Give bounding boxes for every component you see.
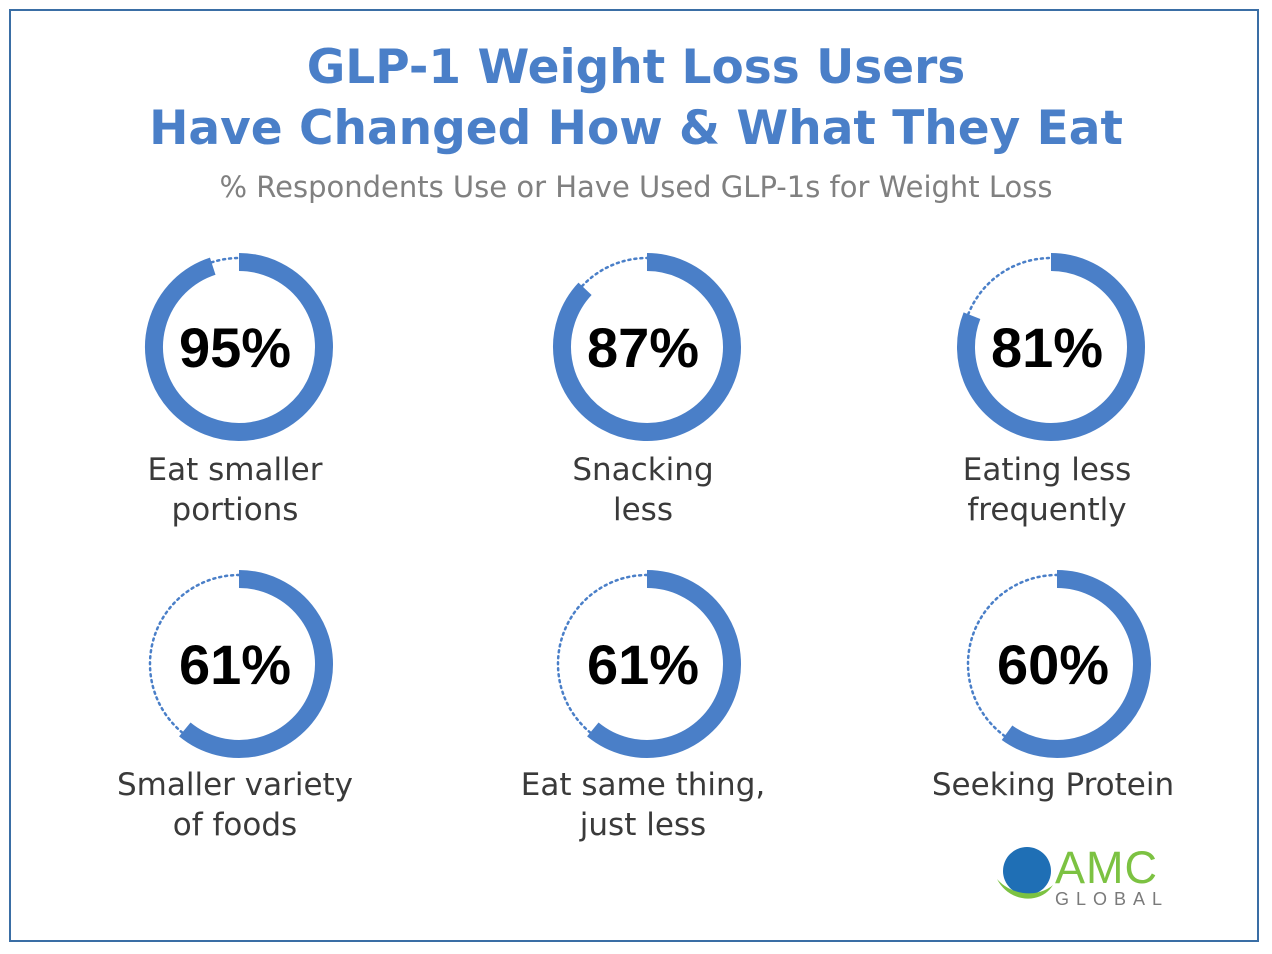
donut-category-label: Snacking [572, 452, 713, 488]
donut-remainder-dotted [967, 256, 1053, 316]
donut-value-label: 61% [587, 633, 699, 696]
donut-remainder-dotted [580, 256, 649, 288]
donut-remainder-dotted [966, 573, 1059, 738]
donut-value-arc [1001, 570, 1151, 758]
donut-category-label: less [613, 492, 673, 528]
subtitle: % Respondents Use or Have Used GLP-1s fo… [219, 170, 1053, 204]
donut-remainder-dotted [148, 573, 241, 734]
donut-category-label: portions [172, 492, 299, 528]
donut-category-label: of foods [173, 807, 297, 843]
globe-swoosh-icon [997, 847, 1053, 899]
donut-value-arc [179, 570, 333, 758]
donut-value-label: 95% [179, 316, 291, 379]
donut-2: 87% Snacking less [553, 253, 741, 528]
amc-global-logo: AMC GLOBAL [995, 845, 1185, 915]
logo-tagline: GLOBAL [1055, 889, 1170, 909]
border-frame [9, 9, 1259, 942]
donut-value-arc [957, 253, 1145, 441]
donut-value-label: 87% [587, 316, 699, 379]
donut-category-label: Seeking Protein [932, 767, 1174, 803]
donut-4: 61% Smaller variety of foods [117, 570, 353, 843]
logo-brand: AMC [1055, 842, 1158, 893]
donut-category-label: Eat smaller [148, 452, 323, 488]
donut-category-label: Eating less [963, 452, 1132, 488]
donut-1: 95% Eat smaller portions [145, 253, 333, 528]
donut-6: 60% Seeking Protein [932, 570, 1174, 803]
donut-remainder-dotted [210, 256, 241, 264]
donut-value-label: 61% [179, 633, 291, 696]
donut-remainder-dotted [556, 573, 649, 734]
donut-value-arc [587, 570, 741, 758]
donut-3: 81% Eating less frequently [957, 253, 1145, 528]
donut-category-label: frequently [967, 492, 1126, 528]
donut-category-label: Eat same thing, [521, 767, 765, 803]
donut-value-label: 81% [991, 316, 1103, 379]
donut-5: 61% Eat same thing, just less [521, 570, 765, 843]
donut-value-arc [553, 253, 741, 441]
title-line-2: Have Changed How & What They Eat [149, 101, 1123, 156]
title-line-1: GLP-1 Weight Loss Users [306, 40, 966, 95]
donut-category-label: just less [579, 807, 706, 843]
donut-value-label: 60% [997, 633, 1109, 696]
donut-value-arc [145, 253, 333, 441]
donut-category-label: Smaller variety [117, 767, 353, 803]
